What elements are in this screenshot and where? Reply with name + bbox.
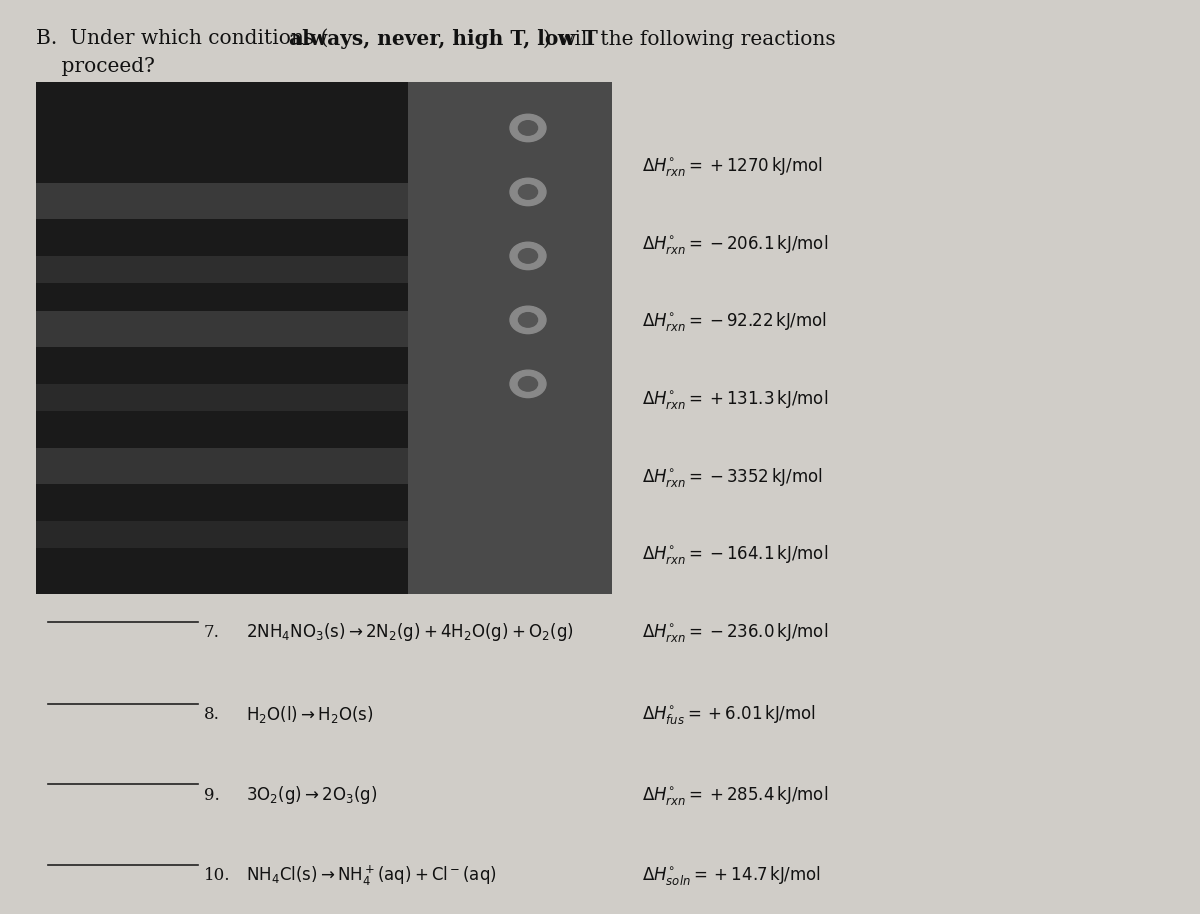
- Text: $\Delta H^{\circ}_{rxn} = +1270 \, \mathrm{kJ/mol}$: $\Delta H^{\circ}_{rxn} = +1270 \, \math…: [642, 154, 823, 178]
- Circle shape: [518, 249, 538, 263]
- Bar: [36, 82, 612, 594]
- Text: $\mathrm{H_2O(l)} \rightarrow \mathrm{H_2O(s)}$: $\mathrm{H_2O(l)} \rightarrow \mathrm{H_…: [246, 705, 373, 725]
- Text: $\Delta H^{\circ}_{rxn} = -3352 \, \mathrm{kJ/mol}$: $\Delta H^{\circ}_{rxn} = -3352 \, \math…: [642, 465, 823, 489]
- Circle shape: [510, 114, 546, 142]
- Text: $\Delta H^{\circ}_{rxn} = +131.3 \, \mathrm{kJ/mol}$: $\Delta H^{\circ}_{rxn} = +131.3 \, \mat…: [642, 388, 828, 411]
- Circle shape: [510, 370, 546, 398]
- Text: ) will the following reactions: ) will the following reactions: [542, 29, 835, 49]
- Bar: [36, 448, 612, 484]
- Text: proceed?: proceed?: [36, 57, 155, 76]
- Text: 8.: 8.: [204, 707, 220, 723]
- Text: 10.: 10.: [204, 867, 230, 884]
- Circle shape: [518, 377, 538, 391]
- Circle shape: [510, 306, 546, 334]
- Bar: [36, 256, 612, 283]
- Text: 9.: 9.: [204, 787, 220, 803]
- Text: B.  Under which conditions (: B. Under which conditions (: [36, 29, 329, 48]
- Text: $3\mathrm{O_2(g)} \rightarrow 2\mathrm{O_3(g)}$: $3\mathrm{O_2(g)} \rightarrow 2\mathrm{O…: [246, 784, 378, 806]
- Text: always, never, high T, low T: always, never, high T, low T: [289, 29, 599, 49]
- Text: $\Delta H^{\circ}_{soln} = +14.7 \, \mathrm{kJ/mol}$: $\Delta H^{\circ}_{soln} = +14.7 \, \mat…: [642, 864, 821, 887]
- Bar: [36, 521, 612, 548]
- Circle shape: [510, 178, 546, 206]
- Bar: [36, 384, 612, 411]
- Text: $2\mathrm{NH_4NO_3(s)} \rightarrow 2\mathrm{N_2(g)} + 4\mathrm{H_2O(g)} + \mathr: $2\mathrm{NH_4NO_3(s)} \rightarrow 2\mat…: [246, 622, 574, 643]
- Bar: [36, 311, 612, 347]
- Circle shape: [518, 121, 538, 135]
- Circle shape: [510, 242, 546, 270]
- Bar: [408, 82, 612, 594]
- Text: 7.: 7.: [204, 624, 220, 641]
- Bar: [36, 183, 612, 219]
- Text: $\Delta H^{\circ}_{rxn} = -164.1 \, \mathrm{kJ/mol}$: $\Delta H^{\circ}_{rxn} = -164.1 \, \mat…: [642, 543, 828, 567]
- Text: $\Delta H^{\circ}_{fus} = +6.01 \, \mathrm{kJ/mol}$: $\Delta H^{\circ}_{fus} = +6.01 \, \math…: [642, 703, 816, 727]
- Text: $\Delta H^{\circ}_{rxn} = -206.1 \, \mathrm{kJ/mol}$: $\Delta H^{\circ}_{rxn} = -206.1 \, \mat…: [642, 232, 828, 256]
- Text: $\mathrm{NH_4Cl(s)} \rightarrow \mathrm{NH_4^+(aq)} + \mathrm{Cl^-(aq)}$: $\mathrm{NH_4Cl(s)} \rightarrow \mathrm{…: [246, 864, 497, 887]
- Circle shape: [518, 185, 538, 199]
- Text: $\Delta H^{\circ}_{rxn} = -236.0 \, \mathrm{kJ/mol}$: $\Delta H^{\circ}_{rxn} = -236.0 \, \mat…: [642, 621, 828, 644]
- Circle shape: [518, 313, 538, 327]
- Text: $\Delta H^{\circ}_{rxn} = +285.4 \, \mathrm{kJ/mol}$: $\Delta H^{\circ}_{rxn} = +285.4 \, \mat…: [642, 783, 828, 807]
- Text: $\Delta H^{\circ}_{rxn} = -92.22 \, \mathrm{kJ/mol}$: $\Delta H^{\circ}_{rxn} = -92.22 \, \mat…: [642, 310, 827, 334]
